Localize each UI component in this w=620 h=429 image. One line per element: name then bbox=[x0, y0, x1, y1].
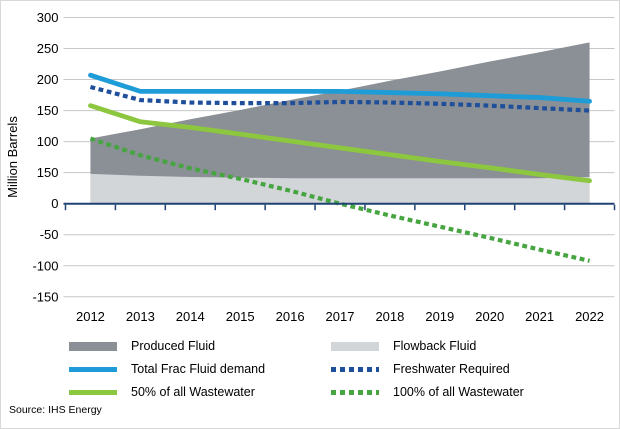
y-tick-label: 100 bbox=[37, 134, 59, 149]
legend-column: Flowback Fluid Freshwater Required 100% of… bbox=[331, 335, 524, 404]
legend-swatch-line bbox=[69, 366, 117, 372]
legend-column: Produced Fluid Total Frac Fluid demand 50%… bbox=[69, 335, 265, 404]
legend-item-label: 50% of all Wastewater bbox=[131, 384, 255, 399]
x-tick-label: 2022 bbox=[575, 309, 604, 324]
legend-item-label: Total Frac Fluid demand bbox=[131, 361, 266, 376]
y-tick-label: -150 bbox=[32, 289, 58, 304]
x-tick-label: 2018 bbox=[375, 309, 404, 324]
x-tick-label: 2021 bbox=[525, 309, 554, 324]
legend-item: Produced Fluid bbox=[69, 335, 265, 357]
series-flowback-fluid bbox=[90, 173, 590, 204]
legend-swatch-line bbox=[69, 389, 117, 395]
legend-swatch-area bbox=[69, 341, 117, 351]
legend-item: 100% of all Wastewater bbox=[331, 381, 524, 403]
series-total-frac-fluid-demand bbox=[88, 72, 592, 104]
legend-item-label: Flowback Fluid bbox=[393, 338, 477, 353]
x-tick-label: 2019 bbox=[425, 309, 454, 324]
x-tick-label: 2017 bbox=[326, 309, 355, 324]
x-tick-label: 2015 bbox=[226, 309, 255, 324]
legend-item: Total Frac Fluid demand bbox=[69, 358, 265, 380]
chart-svg: 300 250 200 150 100 150 0 -50 -100 -150 2012 2013 20… bbox=[5, 10, 616, 324]
series-100-of-all-wastewater bbox=[89, 136, 591, 263]
legend-swatch-dashed bbox=[331, 389, 379, 395]
series-50-of-all-wastewater bbox=[88, 103, 592, 184]
y-tick-label: -50 bbox=[40, 227, 59, 242]
legend-item-label: Produced Fluid bbox=[131, 338, 216, 353]
series-freshwater-required bbox=[89, 84, 590, 113]
legend: Produced Fluid Total Frac Fluid demand 50%… bbox=[1, 335, 619, 404]
x-tick-label: 2013 bbox=[126, 309, 155, 324]
y-tick-label: -100 bbox=[32, 258, 58, 273]
y-axis-title: Million Barrels bbox=[5, 116, 20, 198]
y-tick-label: 250 bbox=[37, 41, 59, 56]
chart: 300 250 200 150 100 150 0 -50 -100 -150 2012 2013 20… bbox=[1, 1, 619, 331]
legend-swatch-area bbox=[331, 341, 379, 351]
legend-item: 50% of all Wastewater bbox=[69, 381, 265, 403]
legend-item: Freshwater Required bbox=[331, 358, 524, 380]
y-tick-label: 150 bbox=[37, 103, 59, 118]
x-tick-label: 2014 bbox=[176, 309, 205, 324]
y-tick-label: 150 bbox=[37, 165, 59, 180]
legend-item-label: Freshwater Required bbox=[393, 361, 510, 376]
legend-swatch-dashed bbox=[331, 366, 379, 372]
x-tick-label: 2016 bbox=[276, 309, 305, 324]
x-tick-label: 2012 bbox=[76, 309, 105, 324]
y-tick-label: 0 bbox=[51, 196, 58, 211]
legend-item: Flowback Fluid bbox=[331, 335, 524, 357]
legend-item-label: 100% of all Wastewater bbox=[393, 384, 524, 399]
source-note: Source: IHS Energy bbox=[9, 404, 102, 416]
x-tick-label: 2020 bbox=[475, 309, 504, 324]
y-tick-label: 200 bbox=[37, 72, 59, 87]
y-tick-label: 300 bbox=[37, 10, 59, 25]
